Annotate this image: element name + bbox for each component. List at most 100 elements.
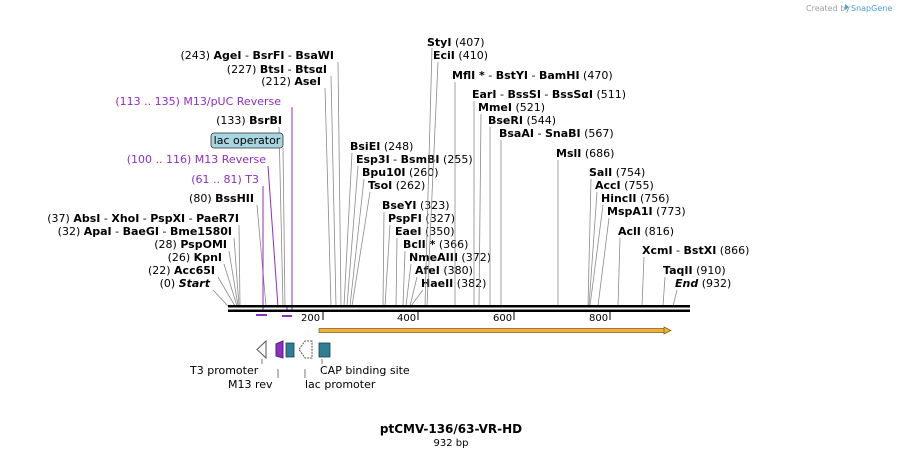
site-label-apai[interactable]: (32) ApaI - BaeGI - Bme1580I — [58, 225, 232, 238]
primer-label-m13-reverse[interactable]: (100 .. 116) M13 Reverse — [127, 153, 266, 166]
site-label-bsrbi[interactable]: (133) BsrBI — [216, 114, 282, 127]
lac-operator-feature-icon[interactable] — [285, 342, 295, 358]
leader-bcli — [402, 250, 406, 307]
snapgene-logo-icon — [845, 4, 849, 10]
tick-label-200: 200 — [301, 313, 320, 324]
site-label-bseri[interactable]: BseRI (544) — [488, 114, 556, 127]
credit-prefix: Created by — [806, 4, 850, 13]
leader-mmei — [478, 113, 482, 307]
leader-ecii — [426, 61, 439, 307]
site-label-bsshii[interactable]: (80) BssHII — [189, 192, 254, 205]
leader-bsrbi — [278, 126, 284, 307]
leader-styi — [424, 47, 433, 307]
site-label-ecii[interactable]: EciI (410) — [433, 49, 488, 62]
site-label-start[interactable]: (0) Start — [160, 277, 211, 290]
site-label-hincii[interactable]: HincII (756) — [601, 192, 670, 205]
m13-rev-arrow-icon[interactable] — [275, 340, 284, 359]
tick-label-600: 600 — [493, 313, 512, 324]
leader-mspa1i — [597, 217, 610, 307]
leader-sali — [587, 178, 592, 307]
leader-bpu10i — [349, 178, 365, 307]
leader-pspomi — [228, 250, 239, 307]
site-label-bpu10i[interactable]: Bpu10I (260) — [362, 166, 439, 179]
leader-hincii — [589, 204, 604, 307]
site-label-pspfi[interactable]: PspFI (327) — [388, 212, 455, 225]
leader-absi — [238, 224, 241, 307]
ruler: 200 400 600 800 — [301, 312, 611, 324]
lac-promoter-arrow-icon[interactable] — [298, 340, 313, 359]
t3-promoter-arrow-icon[interactable] — [256, 339, 267, 360]
lac-operator-label: lac operator — [214, 134, 281, 147]
site-label-esp3i[interactable]: Esp3I - BsmBI (255) — [356, 153, 473, 166]
leader-apai — [233, 237, 240, 307]
leader-acc65i — [217, 276, 236, 307]
leader-tsoi — [351, 191, 371, 307]
site-label-agei[interactable]: (243) AgeI - BsrFI - BsaWI — [180, 49, 334, 62]
site-label-mfli[interactable]: MflI * - BstYI - BamHI (470) — [452, 69, 613, 82]
leader-bsiei — [343, 152, 353, 307]
leader-acci — [588, 191, 598, 307]
site-label-absi[interactable]: (37) AbsI - XhoI - PspXI - PaeR7I — [47, 212, 239, 225]
primer-label-t3[interactable]: (61 .. 81) T3 — [191, 173, 259, 186]
site-label-sali[interactable]: SalI (754) — [589, 166, 645, 179]
site-label-end[interactable]: End (932) — [675, 277, 731, 290]
leader-pspfi — [384, 224, 391, 307]
site-label-bcli[interactable]: BclI * (366) — [403, 238, 468, 251]
site-label-bsiei[interactable]: BsiEI (248) — [350, 140, 413, 153]
site-label-msli[interactable]: MslI (686) — [556, 147, 614, 160]
feature-label-cap-binding-site: CAP binding site — [320, 364, 410, 377]
leader-end — [672, 289, 678, 307]
tick-label-400: 400 — [397, 313, 416, 324]
lac-operator-leader — [282, 147, 286, 307]
site-label-acc65i[interactable]: (22) Acc65I — [148, 264, 215, 277]
site-leader-lines — [212, 47, 678, 307]
feature-label-lac-promoter: lac promoter — [305, 378, 376, 391]
sites-right: StyI (407) EciI (410) MflI * - BstYI - B… — [350, 36, 749, 290]
sequence-backbone — [228, 305, 690, 312]
leader-esp3i — [346, 165, 359, 307]
leader-taqii — [662, 276, 666, 307]
tick-label-800: 800 — [589, 313, 608, 324]
leader-afei — [409, 276, 418, 307]
leader-nmeaiii — [405, 263, 412, 307]
site-label-taqii[interactable]: TaqII (910) — [663, 264, 726, 277]
leader-btsi — [330, 75, 337, 307]
site-label-bsaai[interactable]: BsaAI - SnaBI (567) — [499, 127, 614, 140]
site-label-mspa1i[interactable]: MspA1I (773) — [607, 205, 686, 218]
site-label-mmei[interactable]: MmeI (521) — [478, 101, 545, 114]
site-label-tsoi[interactable]: TsoI (262) — [368, 179, 425, 192]
site-label-eari[interactable]: EarI - BssSI - BssSαI (511) — [472, 88, 626, 101]
leader-eaei — [395, 237, 398, 307]
leader-bseyi — [382, 211, 385, 307]
site-label-btsi[interactable]: (227) BtsI - BtsαI — [227, 63, 327, 76]
site-label-kpni[interactable]: (26) KpnI — [168, 251, 222, 264]
primers: (113 .. 135) M13/pUC Reverse (100 .. 116… — [115, 95, 293, 317]
site-label-haeii[interactable]: HaeII (382) — [421, 277, 486, 290]
site-label-styi[interactable]: StyI (407) — [427, 36, 485, 49]
map-length: 932 bp — [434, 438, 469, 449]
feature-label-m13-rev: M13 rev — [228, 378, 273, 391]
leader-xcmi — [641, 256, 645, 307]
map-title: ptCMV-136/63-VR-HD — [380, 422, 522, 436]
credit-brand: SnapGene — [851, 4, 892, 13]
site-label-nmeaiii[interactable]: NmeAIII (372) — [409, 251, 491, 264]
sites-left: (243) AgeI - BsrFI - BsaWI (227) BtsI - … — [47, 49, 334, 290]
leader-haeii — [410, 289, 424, 307]
site-label-asei[interactable]: (212) AseI — [261, 75, 321, 88]
site-label-bseyi[interactable]: BseYI (323) — [382, 199, 450, 212]
site-label-eaei[interactable]: EaeI (350) — [395, 225, 455, 238]
orf-arrow[interactable] — [318, 326, 672, 335]
site-label-acli[interactable]: AclI (816) — [618, 225, 674, 238]
primer-label-m13-puc-reverse[interactable]: (113 .. 135) M13/pUC Reverse — [115, 95, 281, 108]
feature-label-t3-promoter: T3 promoter — [189, 364, 259, 377]
site-label-acci[interactable]: AccI (755) — [595, 179, 654, 192]
cap-binding-site-icon[interactable] — [318, 342, 331, 358]
site-label-pspomi[interactable]: (28) PspOMI — [154, 238, 227, 251]
lac-operator[interactable]: lac operator — [210, 132, 286, 307]
features: T3 promoter M13 rev lac promoter CAP bin… — [189, 339, 410, 391]
leader-kpni — [223, 263, 238, 307]
leader-asei — [324, 87, 332, 307]
site-label-afei[interactable]: AfeI (380) — [415, 264, 473, 277]
site-label-xcmi[interactable]: XcmI - BstXI (866) — [642, 244, 749, 257]
